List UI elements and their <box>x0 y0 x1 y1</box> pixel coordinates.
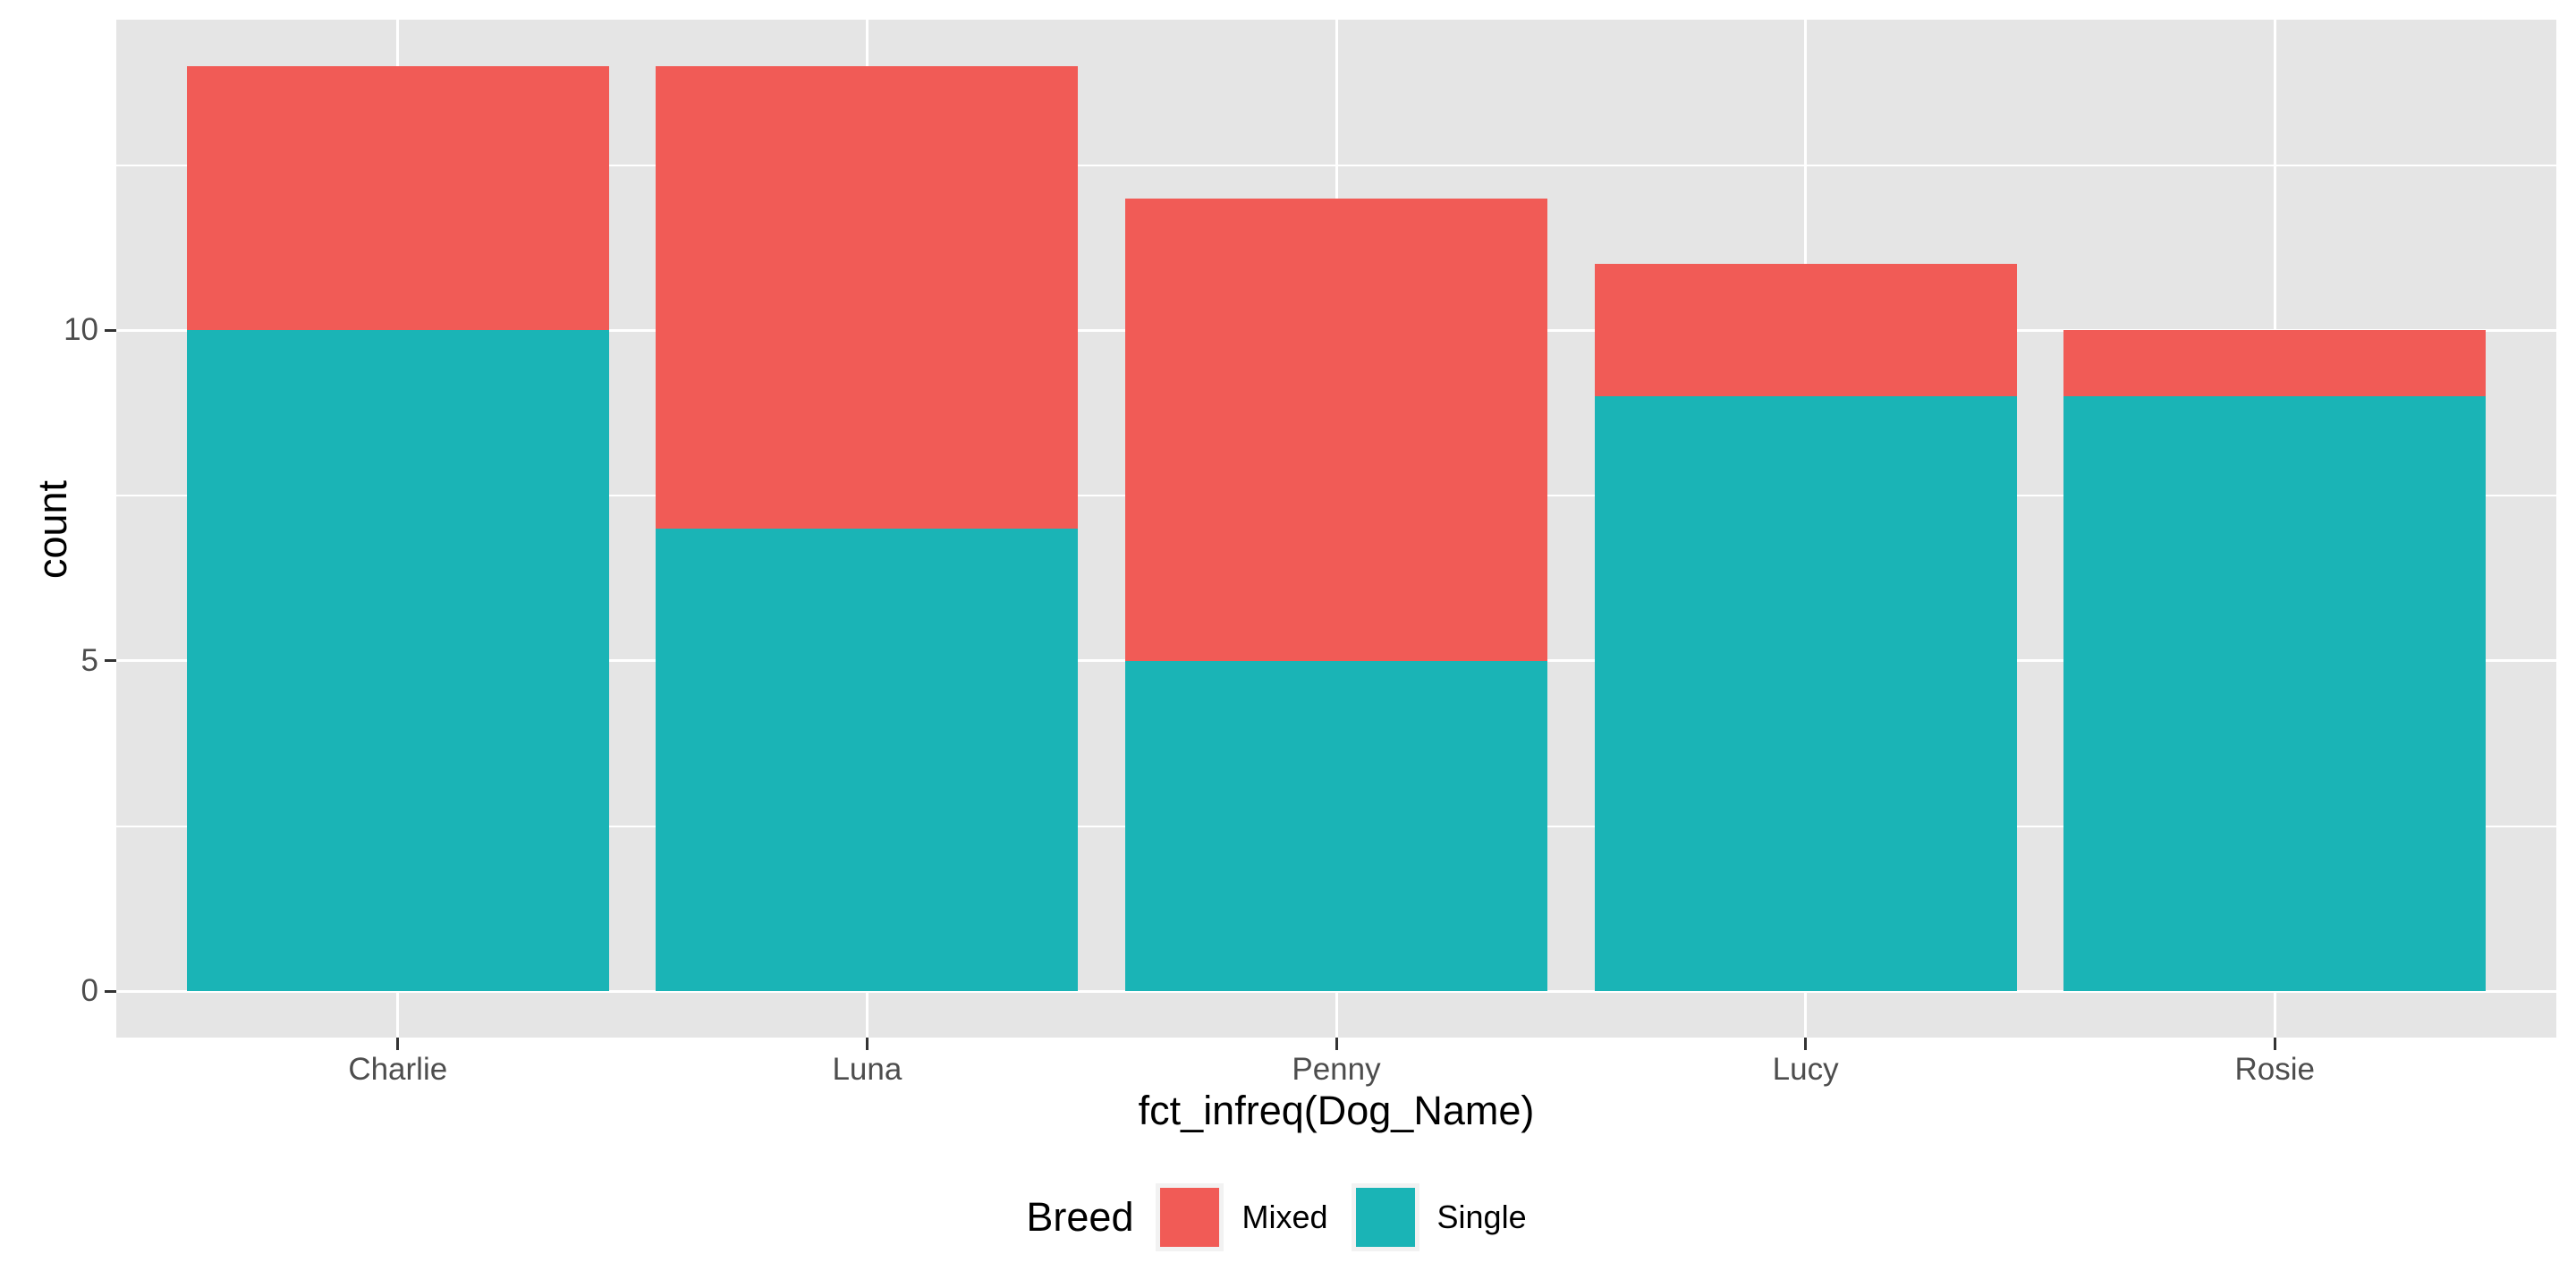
legend-label-mixed: Mixed <box>1241 1199 1328 1235</box>
bar-rosie-mixed <box>2063 330 2487 397</box>
legend-key-single <box>1351 1183 1419 1251</box>
x-tick-mark-rosie <box>2273 1038 2276 1050</box>
legend-key-mixed <box>1156 1183 1224 1251</box>
y-tick-label-10: 10 <box>64 312 98 348</box>
legend-label-single: Single <box>1436 1199 1527 1235</box>
x-tick-label-rosie: Rosie <box>2234 1052 2315 1087</box>
x-tick-mark-charlie <box>396 1038 400 1050</box>
x-tick-mark-penny <box>1335 1038 1338 1050</box>
x-axis-title: fct_infreq(Dog_Name) <box>1138 1088 1535 1133</box>
bar-rosie-single <box>2063 396 2487 992</box>
bar-penny-single <box>1124 660 1548 992</box>
y-tick-mark-5 <box>105 659 116 663</box>
x-tick-label-luna: Luna <box>832 1052 902 1087</box>
x-tick-mark-lucy <box>1804 1038 1808 1050</box>
bar-luna-mixed <box>656 65 1079 529</box>
legend: Breed Mixed Single <box>0 1183 2576 1251</box>
legend-swatch-single <box>1355 1188 1415 1247</box>
bar-luna-single <box>656 529 1079 992</box>
x-tick-label-penny: Penny <box>1292 1052 1381 1087</box>
bar-charlie-single <box>186 330 609 992</box>
y-tick-mark-10 <box>105 328 116 332</box>
x-tick-mark-luna <box>865 1038 869 1050</box>
legend-entry-mixed: Mixed <box>1156 1183 1351 1251</box>
bar-charlie-mixed <box>186 65 609 331</box>
y-tick-mark-0 <box>105 989 116 993</box>
legend-title: Breed <box>1026 1194 1134 1240</box>
legend-swatch-mixed <box>1160 1188 1220 1247</box>
plot-panel <box>116 20 2556 1038</box>
x-tick-label-lucy: Lucy <box>1772 1052 1839 1087</box>
x-tick-label-charlie: Charlie <box>348 1052 448 1087</box>
bar-lucy-single <box>1594 396 2017 992</box>
legend-entry-single: Single <box>1351 1183 1550 1251</box>
y-tick-label-5: 5 <box>80 642 98 678</box>
bar-lucy-mixed <box>1594 264 2017 397</box>
bar-penny-mixed <box>1124 198 1548 661</box>
y-tick-label-0: 0 <box>80 973 98 1009</box>
y-axis-title: count <box>30 479 75 580</box>
